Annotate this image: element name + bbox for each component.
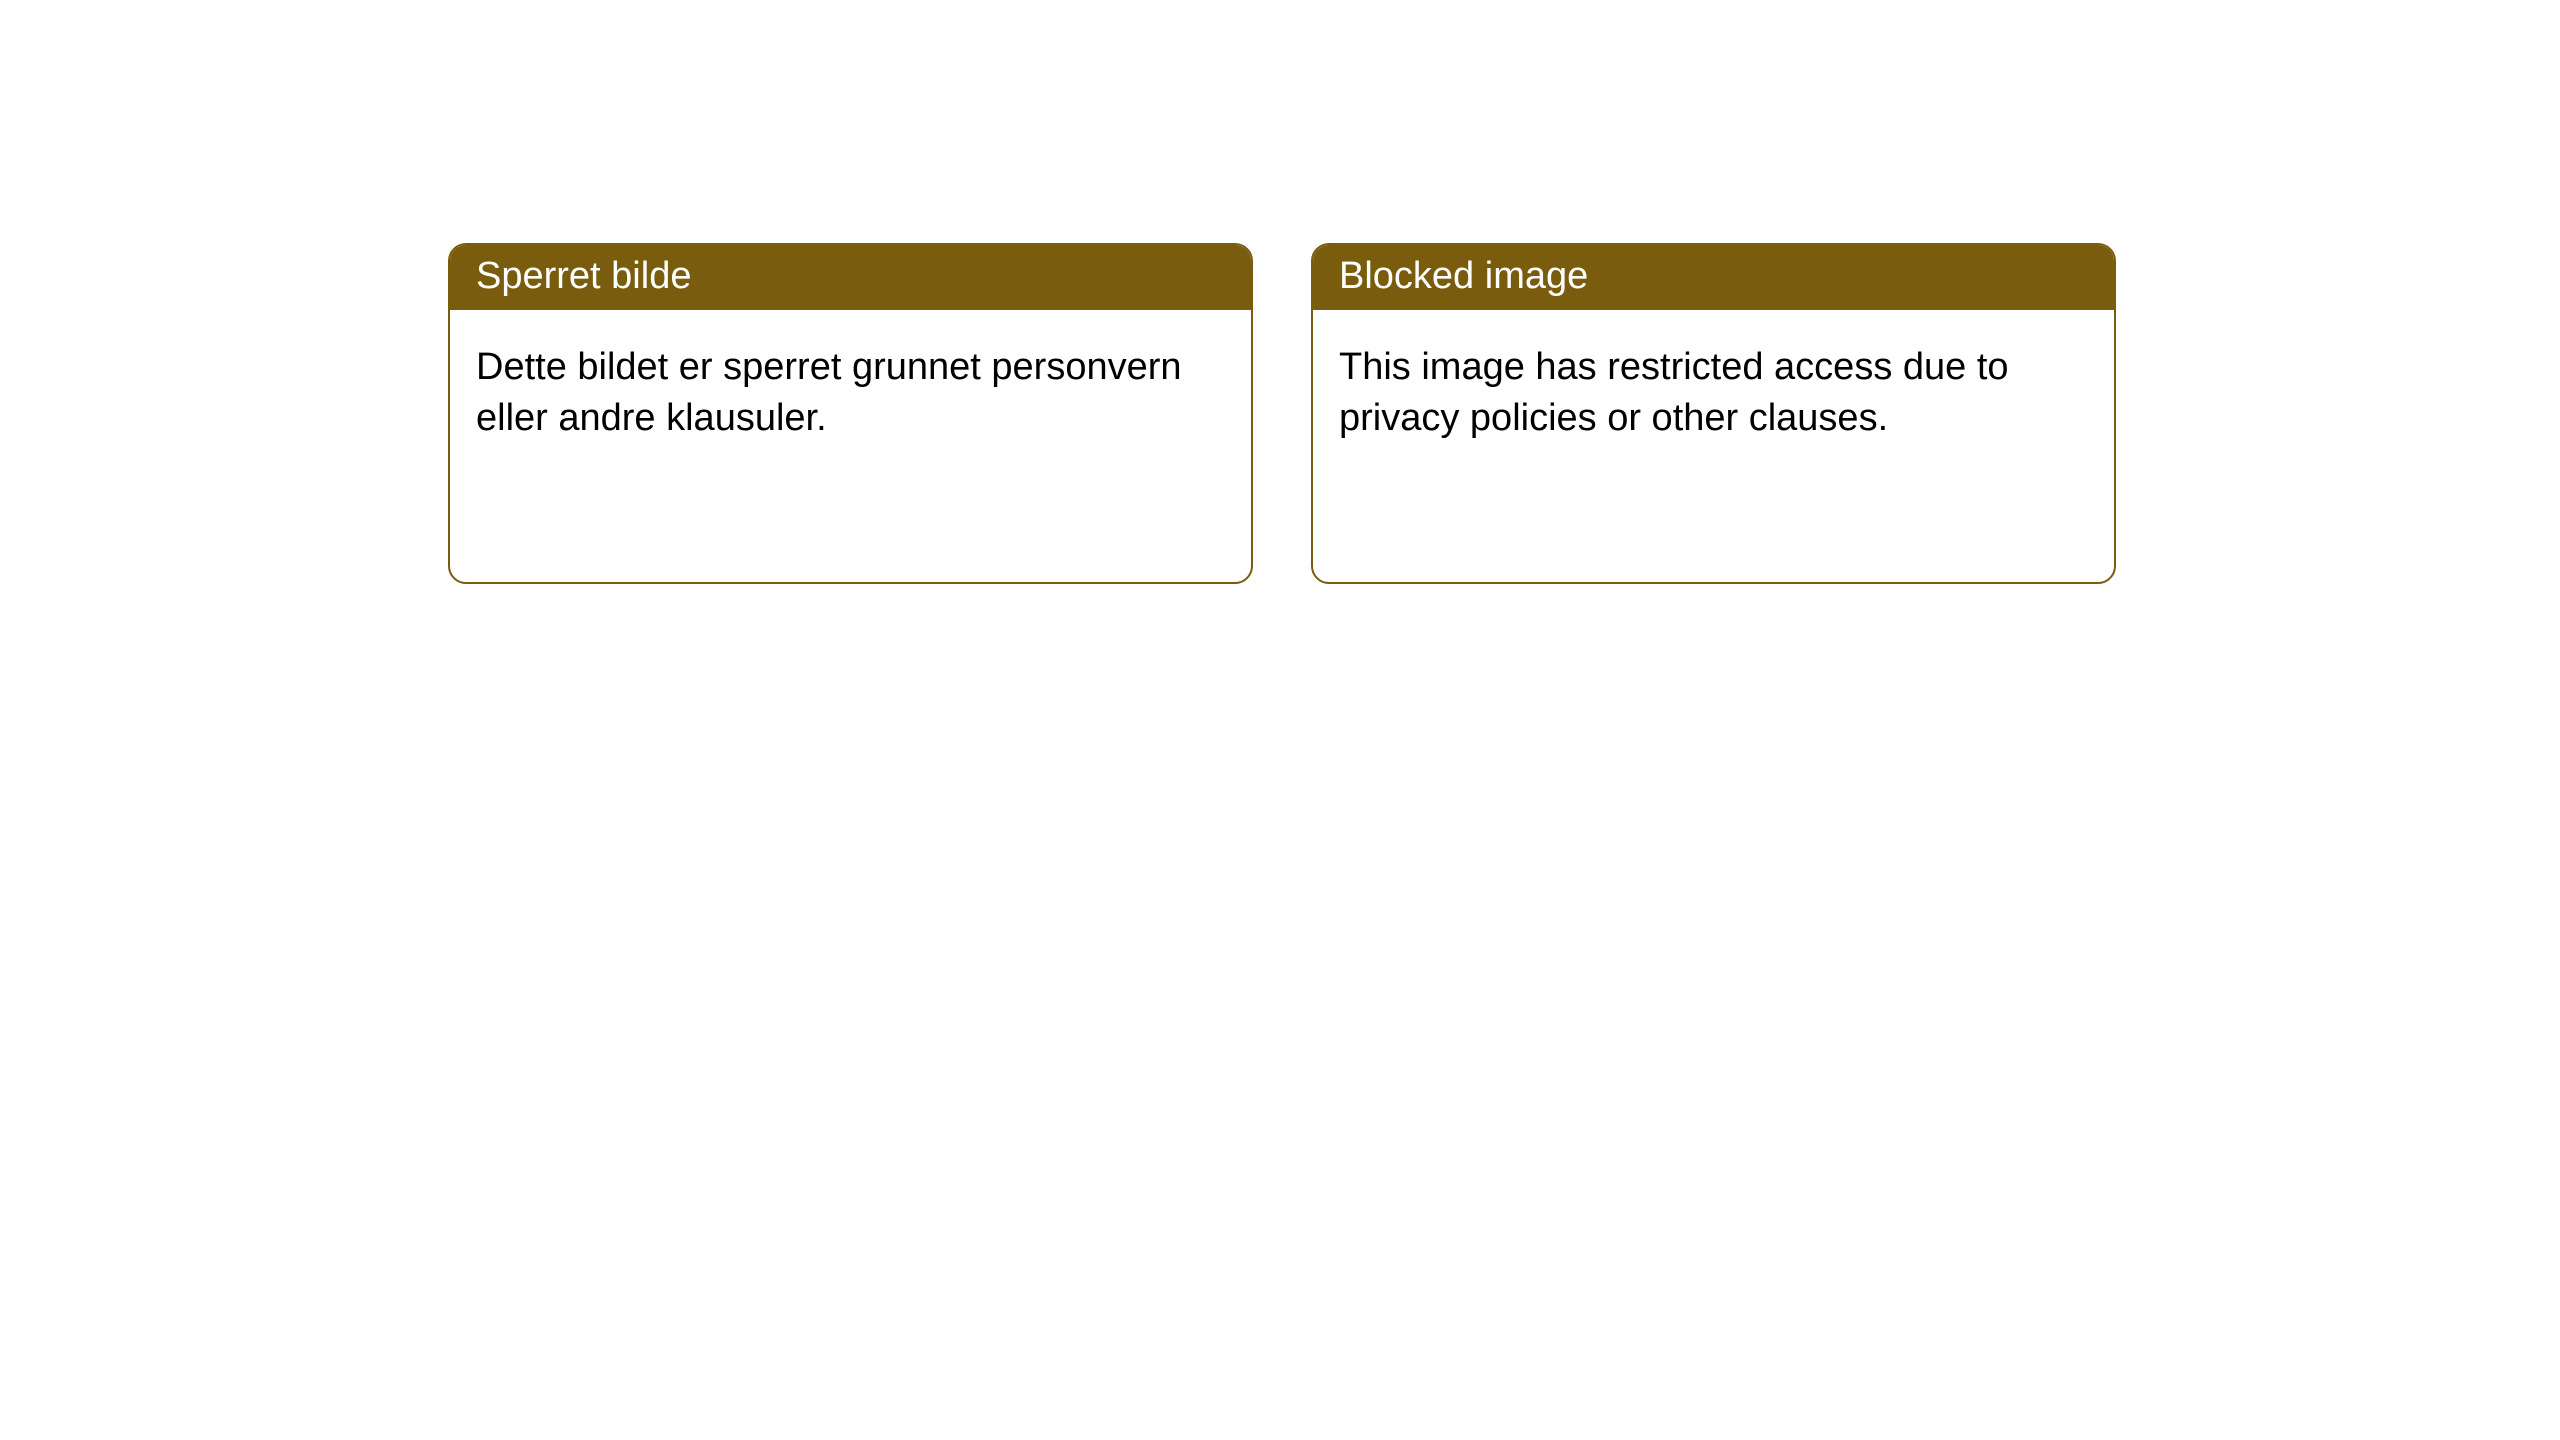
notice-card-message: This image has restricted access due to … bbox=[1339, 342, 2088, 445]
notice-card-header: Blocked image bbox=[1313, 245, 2114, 310]
notice-card-norwegian: Sperret bilde Dette bildet er sperret gr… bbox=[448, 243, 1253, 584]
notice-cards-container: Sperret bilde Dette bildet er sperret gr… bbox=[0, 0, 2560, 584]
notice-card-body: Dette bildet er sperret grunnet personve… bbox=[450, 310, 1251, 582]
notice-card-english: Blocked image This image has restricted … bbox=[1311, 243, 2116, 584]
notice-card-header: Sperret bilde bbox=[450, 245, 1251, 310]
notice-card-body: This image has restricted access due to … bbox=[1313, 310, 2114, 582]
notice-card-message: Dette bildet er sperret grunnet personve… bbox=[476, 342, 1225, 445]
